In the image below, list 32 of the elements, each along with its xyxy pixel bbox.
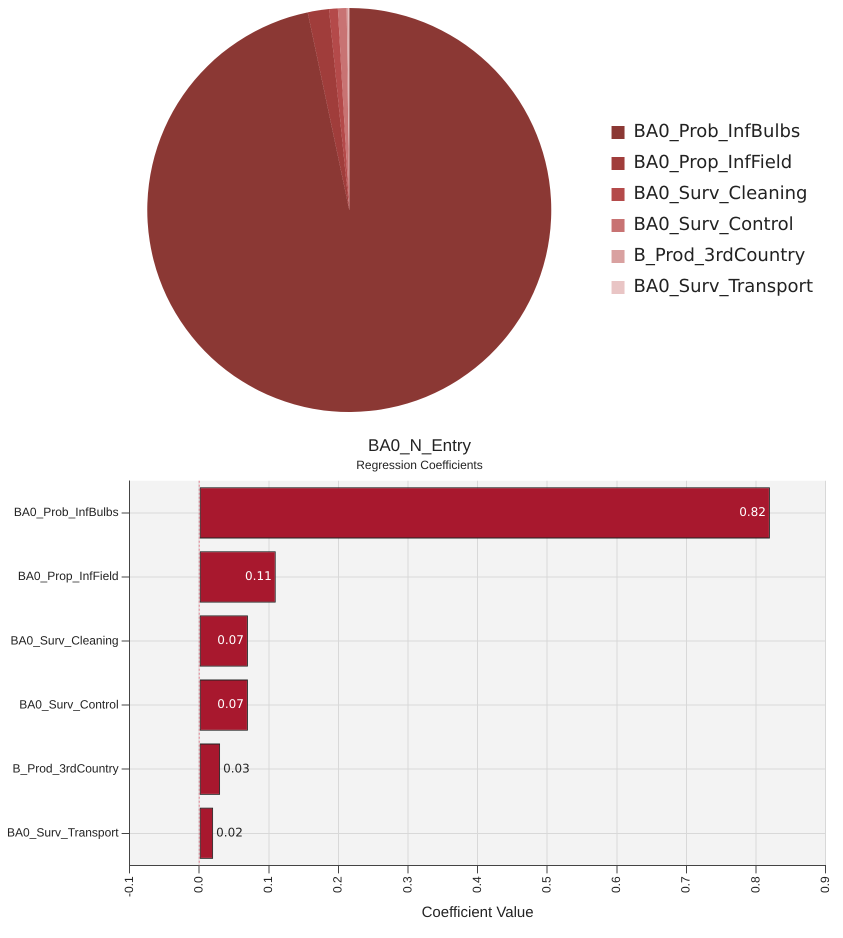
legend-label: BA0_Surv_Control [634,214,794,236]
x-tick-label: 0.4 [470,876,484,894]
data-label: 0.07 [217,697,244,712]
x-tick-label: 0.1 [261,876,276,894]
y-tick-label: BA0_Surv_Control [19,697,119,712]
x-tick-label: -0.1 [122,876,136,898]
data-label: 0.03 [223,761,250,776]
x-tick-label: 0.5 [540,876,554,894]
chart-subtitle: Regression Coefficients [356,458,483,472]
chart-title: BA0_N_Entry [368,436,472,455]
y-tick-label: BA0_Surv_Cleaning [10,633,119,648]
x-tick-label: 0.0 [192,876,206,894]
x-tick-label: 0.6 [609,876,624,894]
data-label: 0.11 [245,569,272,584]
data-label: 0.02 [216,825,243,840]
y-tick-label: BA0_Prop_InfField [18,569,119,584]
x-tick-label: 0.2 [330,876,345,894]
x-axis-title: Coefficient Value [422,904,534,922]
legend-label: BA0_Prob_InfBulbs [634,121,800,142]
data-label: 0.82 [739,504,766,519]
x-tick-label: 0.7 [678,876,693,894]
y-tick-label: B_Prod_3rdCountry [12,762,119,776]
x-tick-label: 0.8 [748,876,762,894]
legend-label: BA0_Surv_Cleaning [634,183,808,204]
data-label: 0.07 [217,633,244,648]
y-tick-label: BA0_Prob_InfBulbs [14,505,119,520]
legend-label: BA0_Prop_InfField [634,152,792,174]
legend-label: BA0_Surv_Transport [634,276,814,298]
x-tick-label: 0.9 [818,876,832,894]
legend-label: B_Prod_3rdCountry [634,245,806,266]
x-tick-label: 0.3 [400,876,414,894]
y-tick-label: BA0_Surv_Transport [7,826,120,840]
